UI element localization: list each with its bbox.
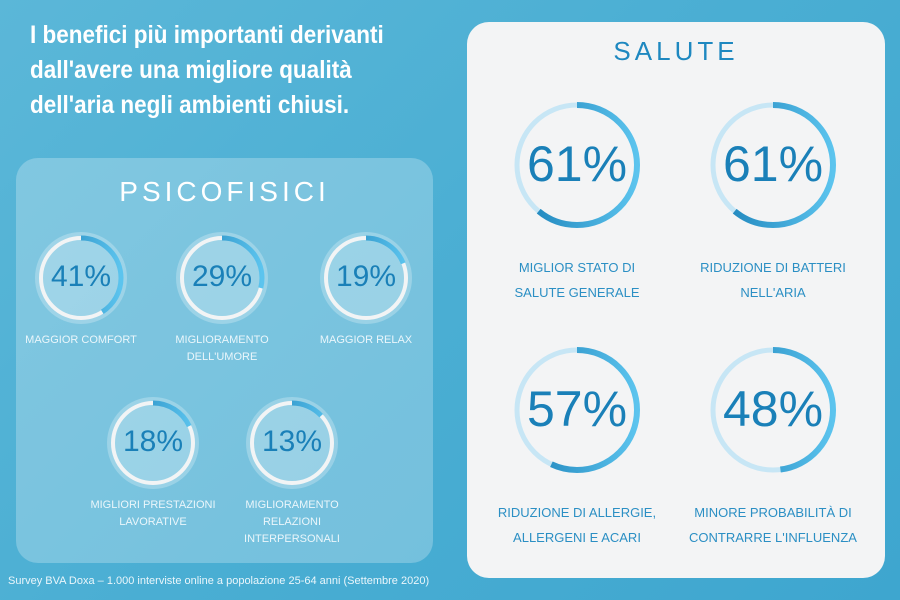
gauge-label-line: MIGLIORI PRESTAZIONI	[90, 499, 216, 511]
panel-title-psicofisici: PSICOFISICI	[119, 176, 330, 207]
gauge: 41%	[29, 226, 133, 330]
gauge-halo	[246, 397, 338, 489]
gauge-label: MINORE PROBABILITÀ DI CONTRARRE L'INFLUEN…	[683, 500, 863, 550]
gauge-label-line: MAGGIOR COMFORT	[25, 334, 137, 346]
gauge-halo	[35, 232, 127, 324]
gauge-label-line: MIGLIORAMENTO RELAZIONI	[245, 499, 339, 528]
gauge-value-arc	[249, 400, 335, 486]
gauge-ring	[107, 397, 199, 489]
gauge: 19%	[314, 226, 418, 330]
gauge-halo	[320, 232, 412, 324]
gauge: 48%	[700, 337, 846, 483]
gauge-label-line: NELL'ARIA	[740, 285, 806, 300]
gauge-label: MIGLIORI PRESTAZIONI LAVORATIVE	[78, 497, 228, 531]
salute-panel: SALUTE 61% MIGLIOR STATO DI SALUTE GENERAL…	[467, 22, 885, 578]
gauge-label-line: ALLERGENI E ACARI	[513, 530, 641, 545]
gauge: 61%	[700, 92, 846, 238]
gauge-ring	[176, 232, 268, 324]
gauge-label-line: DELL'UMORE	[186, 351, 258, 363]
gauge-value: 13%	[261, 425, 323, 458]
gauge: 18%	[101, 391, 205, 495]
gauge-label: MIGLIOR STATO DI SALUTE GENERALE	[487, 255, 667, 305]
gauge: 13%	[240, 391, 344, 495]
page-title: I benefici più importanti derivanti dall…	[30, 21, 384, 119]
gauge-label: MAGGIOR RELAX	[291, 332, 441, 349]
gauge-label: RIDUZIONE DI BATTERI NELL'ARIA	[683, 255, 863, 305]
source-note: Survey BVA Doxa – 1.000 interviste onlin…	[8, 575, 430, 587]
gauge-label-line: INTERPERSONALI	[244, 533, 340, 545]
gauge-label: MIGLIORAMENTO RELAZIONI INTERPERSONALI	[217, 497, 367, 548]
gauge-label-line: LAVORATIVE	[119, 516, 187, 528]
gauge-ring	[514, 347, 640, 473]
gauge-label-line: MIGLIOR STATO DI	[518, 260, 636, 275]
gauge: 29%	[170, 226, 274, 330]
gauge-value: 61%	[526, 136, 628, 192]
gauge-label-line: CONTRARRE L'INFLUENZA	[689, 530, 857, 545]
gauge-ring	[710, 347, 836, 473]
gauge-label: MAGGIOR COMFORT	[6, 332, 156, 349]
gauge-value: 57%	[526, 381, 628, 437]
gauge-value: 29%	[191, 260, 253, 293]
gauge-value-arc	[179, 235, 265, 321]
gauge-value-arc	[514, 347, 640, 473]
gauge-label-line: SALUTE GENERALE	[514, 285, 640, 300]
gauge-label-line: RIDUZIONE DI BATTERI	[700, 260, 846, 275]
gauge: 61%	[504, 92, 650, 238]
gauge-label-line: MAGGIOR RELAX	[319, 334, 413, 346]
gauge-value: 41%	[50, 260, 112, 293]
gauge-value: 19%	[335, 260, 397, 293]
gauge-ring	[514, 102, 640, 228]
gauge-ring	[710, 102, 836, 228]
gauge-value-arc	[710, 347, 836, 473]
gauge-value: 61%	[722, 136, 824, 192]
gauge-value: 18%	[122, 425, 184, 458]
gauge-halo	[107, 397, 199, 489]
gauge-label-line: RIDUZIONE DI ALLERGIE,	[497, 505, 657, 520]
gauge-value-arc	[710, 102, 836, 228]
gauge-label: RIDUZIONE DI ALLERGIE, ALLERGENI E ACARI	[487, 500, 667, 550]
gauge-value-arc	[38, 235, 124, 321]
gauge-value-arc	[323, 235, 409, 321]
gauge-label: MIGLIORAMENTO DELL'UMORE	[147, 332, 297, 366]
gauge-halo	[176, 232, 268, 324]
gauge: 57%	[504, 337, 650, 483]
gauge-value-arc	[110, 400, 196, 486]
gauge-label-line: MINORE PROBABILITÀ DI	[694, 505, 852, 520]
gauge-ring	[246, 397, 338, 489]
gauge-ring	[35, 232, 127, 324]
gauge-value-arc	[514, 102, 640, 228]
gauge-label-line: MIGLIORAMENTO	[175, 334, 269, 346]
gauge-ring	[320, 232, 412, 324]
panel-title-salute: SALUTE	[613, 36, 739, 66]
gauge-value: 48%	[722, 381, 824, 437]
psicofisici-panel: PSICOFISICI 41% MAGGIOR COMFORT 29% MIGLIOR…	[16, 158, 433, 563]
